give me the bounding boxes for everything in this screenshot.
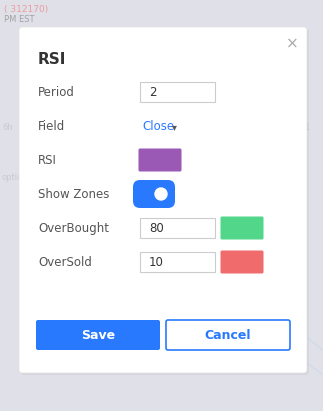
Text: ( 312170): ( 312170) xyxy=(4,5,48,14)
FancyBboxPatch shape xyxy=(140,252,215,272)
FancyBboxPatch shape xyxy=(133,180,175,208)
Text: 2: 2 xyxy=(149,85,157,99)
Text: OverBought: OverBought xyxy=(38,222,109,235)
Text: Close: Close xyxy=(142,120,174,132)
Text: 80: 80 xyxy=(149,222,164,235)
Text: ×: × xyxy=(286,37,298,51)
Circle shape xyxy=(155,188,167,200)
Text: val 1: val 1 xyxy=(290,123,310,132)
Text: ▾: ▾ xyxy=(172,122,177,132)
Text: RSI: RSI xyxy=(38,53,66,67)
Text: Save: Save xyxy=(81,328,115,342)
Text: PM EST: PM EST xyxy=(4,15,35,24)
FancyBboxPatch shape xyxy=(221,217,264,240)
FancyBboxPatch shape xyxy=(140,218,215,238)
FancyBboxPatch shape xyxy=(36,320,160,350)
FancyBboxPatch shape xyxy=(21,29,309,375)
Text: Period: Period xyxy=(38,85,75,99)
Text: RSI: RSI xyxy=(38,153,57,166)
FancyBboxPatch shape xyxy=(166,320,290,350)
Text: 10: 10 xyxy=(149,256,164,268)
Text: 6h: 6h xyxy=(2,123,13,132)
Text: Cancel: Cancel xyxy=(205,328,251,342)
Text: OverSold: OverSold xyxy=(38,256,92,268)
Text: optio: optio xyxy=(2,173,23,182)
Text: Field: Field xyxy=(38,120,65,132)
FancyBboxPatch shape xyxy=(140,82,215,102)
FancyBboxPatch shape xyxy=(19,27,307,373)
FancyBboxPatch shape xyxy=(221,250,264,273)
FancyBboxPatch shape xyxy=(139,148,182,171)
Text: Show Zones: Show Zones xyxy=(38,187,109,201)
